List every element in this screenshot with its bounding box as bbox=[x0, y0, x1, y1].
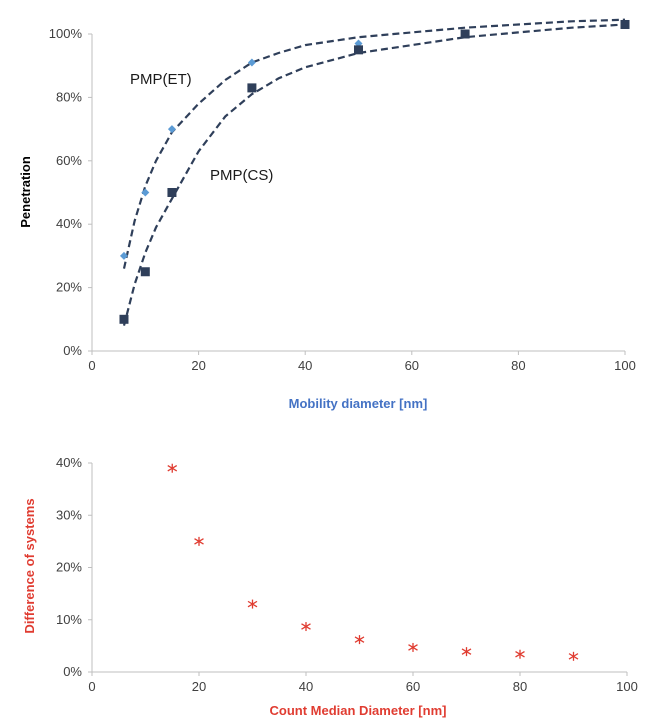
difference-plot-area: 0 20 40 60 80 100 0% 10% 20% 30% 40% bbox=[56, 455, 638, 694]
bottom-y-tick-label: 20% bbox=[56, 560, 82, 575]
asterisk-stroke bbox=[247, 600, 258, 608]
top-y-tick-label: 20% bbox=[56, 280, 82, 295]
bottom-x-tick-label: 100 bbox=[616, 679, 638, 694]
penetration-plot-area: 0 20 40 60 80 100 0% 20% 40% 60% 80% 100% bbox=[49, 18, 636, 373]
bottom-y-tick-label: 10% bbox=[56, 612, 82, 627]
bottom-y-tick-label: 0% bbox=[63, 664, 82, 679]
annotation-pmp-cs: PMP(CS) bbox=[210, 167, 273, 184]
top-x-tick-label: 20 bbox=[191, 358, 205, 373]
top-x-tick-label: 60 bbox=[405, 358, 419, 373]
top-x-tick-label: 100 bbox=[614, 358, 636, 373]
bottom-series-1-point bbox=[408, 642, 418, 652]
bottom-series-1-point bbox=[568, 651, 579, 661]
top-series-1-point bbox=[247, 58, 256, 67]
bottom-x-tick-label: 40 bbox=[299, 679, 313, 694]
bottom-series-1-point bbox=[167, 463, 178, 473]
top-series-2-point bbox=[140, 267, 150, 277]
asterisk-stroke bbox=[301, 623, 311, 630]
top-series-2-point bbox=[354, 45, 363, 55]
top-series-1-point bbox=[167, 125, 176, 134]
top-x-axis-title: Mobility diameter [nm] bbox=[289, 396, 428, 411]
top-series-2-point bbox=[167, 188, 177, 197]
bottom-y-tick-label: 40% bbox=[56, 455, 82, 470]
difference-chart: 0 20 40 60 80 100 0% 10% 20% 30% 40% Count Median … bbox=[22, 455, 638, 718]
top-series-1-trendline bbox=[122, 18, 626, 269]
top-y-tick-label: 40% bbox=[56, 216, 82, 231]
bottom-y-axis-title: Difference of systems bbox=[22, 498, 37, 633]
bottom-series-1-point bbox=[247, 599, 258, 609]
bottom-y-tick-label: 30% bbox=[56, 507, 82, 522]
asterisk-stroke bbox=[461, 648, 472, 655]
penetration-chart: 0 20 40 60 80 100 0% 20% 40% 60% 80% 100% Mobility … bbox=[18, 18, 636, 411]
bottom-series-1-point bbox=[354, 635, 365, 645]
bottom-x-tick-label: 0 bbox=[88, 679, 95, 694]
top-y-tick-label: 0% bbox=[63, 343, 82, 358]
bottom-series-1-point bbox=[194, 536, 204, 546]
bottom-series-1-point bbox=[461, 647, 472, 657]
top-y-tick-label: 80% bbox=[56, 89, 82, 104]
top-series-2-trendline bbox=[122, 23, 626, 326]
top-series-1-point bbox=[141, 188, 150, 197]
asterisk-stroke bbox=[408, 644, 418, 651]
asterisk-stroke bbox=[354, 636, 365, 643]
top-x-tick-label: 0 bbox=[88, 358, 95, 373]
top-series-1-point bbox=[119, 251, 128, 260]
top-y-tick-label: 60% bbox=[56, 153, 82, 168]
asterisk-stroke bbox=[568, 653, 579, 660]
bottom-x-tick-label: 20 bbox=[192, 679, 206, 694]
bottom-x-axis-title: Count Median Diameter [nm] bbox=[270, 703, 447, 718]
top-y-axis-title: Penetration bbox=[18, 156, 33, 228]
top-series-2-point bbox=[460, 29, 470, 39]
bottom-series-1-point bbox=[301, 622, 311, 632]
top-x-tick-label: 40 bbox=[298, 358, 312, 373]
asterisk-stroke bbox=[167, 464, 178, 472]
top-series-2-point bbox=[119, 314, 129, 324]
top-series-2-point bbox=[247, 83, 257, 93]
top-y-tick-label: 100% bbox=[49, 26, 83, 41]
bottom-x-tick-label: 60 bbox=[406, 679, 420, 694]
top-x-tick-label: 80 bbox=[511, 358, 525, 373]
asterisk-stroke bbox=[194, 538, 204, 545]
top-series-2-point bbox=[620, 19, 630, 29]
bottom-x-tick-label: 80 bbox=[513, 679, 527, 694]
asterisk-stroke bbox=[515, 650, 525, 658]
annotation-pmp-et: PMP(ET) bbox=[130, 71, 192, 88]
bottom-series-1-point bbox=[515, 649, 525, 659]
